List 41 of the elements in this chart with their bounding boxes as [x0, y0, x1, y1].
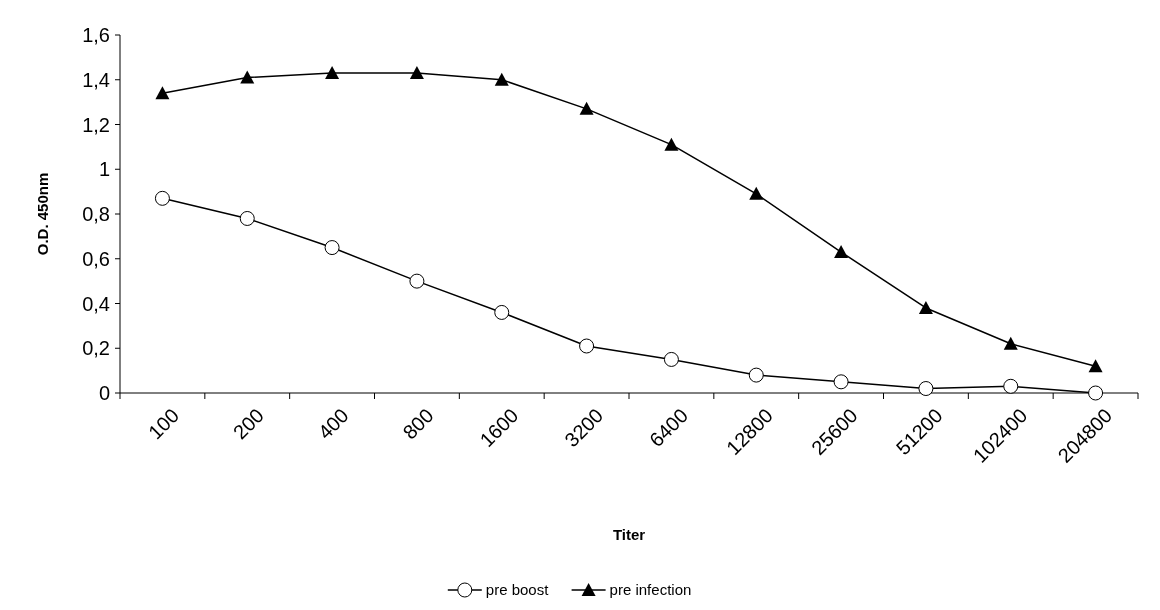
- point: [664, 137, 679, 151]
- y-tick-label: 1: [98, 158, 110, 181]
- point: [1003, 378, 1019, 394]
- point: [240, 70, 255, 84]
- point: [579, 338, 595, 354]
- point: [325, 66, 340, 80]
- point: [324, 240, 340, 256]
- point: [494, 304, 510, 320]
- point: [834, 245, 849, 259]
- point: [494, 72, 509, 86]
- y-tick-label: 0,8: [82, 203, 110, 225]
- point: [409, 66, 424, 80]
- y-tick-label: 0,4: [82, 292, 110, 315]
- point: [155, 86, 170, 100]
- point: [833, 374, 849, 390]
- y-tick-label: 1,2: [82, 113, 110, 136]
- legend-label: pre infection: [609, 581, 692, 599]
- point: [918, 300, 933, 314]
- point: [663, 351, 679, 367]
- point: [1003, 336, 1018, 350]
- x-tick-label: 800: [398, 404, 438, 444]
- x-tick-label: 200: [228, 404, 268, 444]
- point: [1088, 359, 1103, 373]
- legend-label: pre boost: [485, 581, 550, 599]
- point: [154, 190, 170, 206]
- point: [579, 101, 594, 115]
- point: [409, 273, 425, 289]
- x-tick-label: 400: [313, 404, 353, 444]
- point: [749, 186, 764, 200]
- point: [748, 367, 764, 383]
- point: [239, 210, 255, 226]
- y-tick-label: 1,4: [82, 68, 110, 91]
- x-tick-label: 100: [143, 404, 184, 444]
- y-tick-label: 0,6: [82, 247, 110, 270]
- y-axis-title: O.D. 450nm: [34, 172, 51, 256]
- y-tick-label: 0,2: [82, 337, 110, 360]
- point: [918, 381, 934, 397]
- x-axis-title: Titer: [612, 526, 646, 543]
- point: [1088, 385, 1104, 401]
- y-tick-label: 1,6: [82, 24, 110, 46]
- y-tick-label: 0: [98, 382, 110, 404]
